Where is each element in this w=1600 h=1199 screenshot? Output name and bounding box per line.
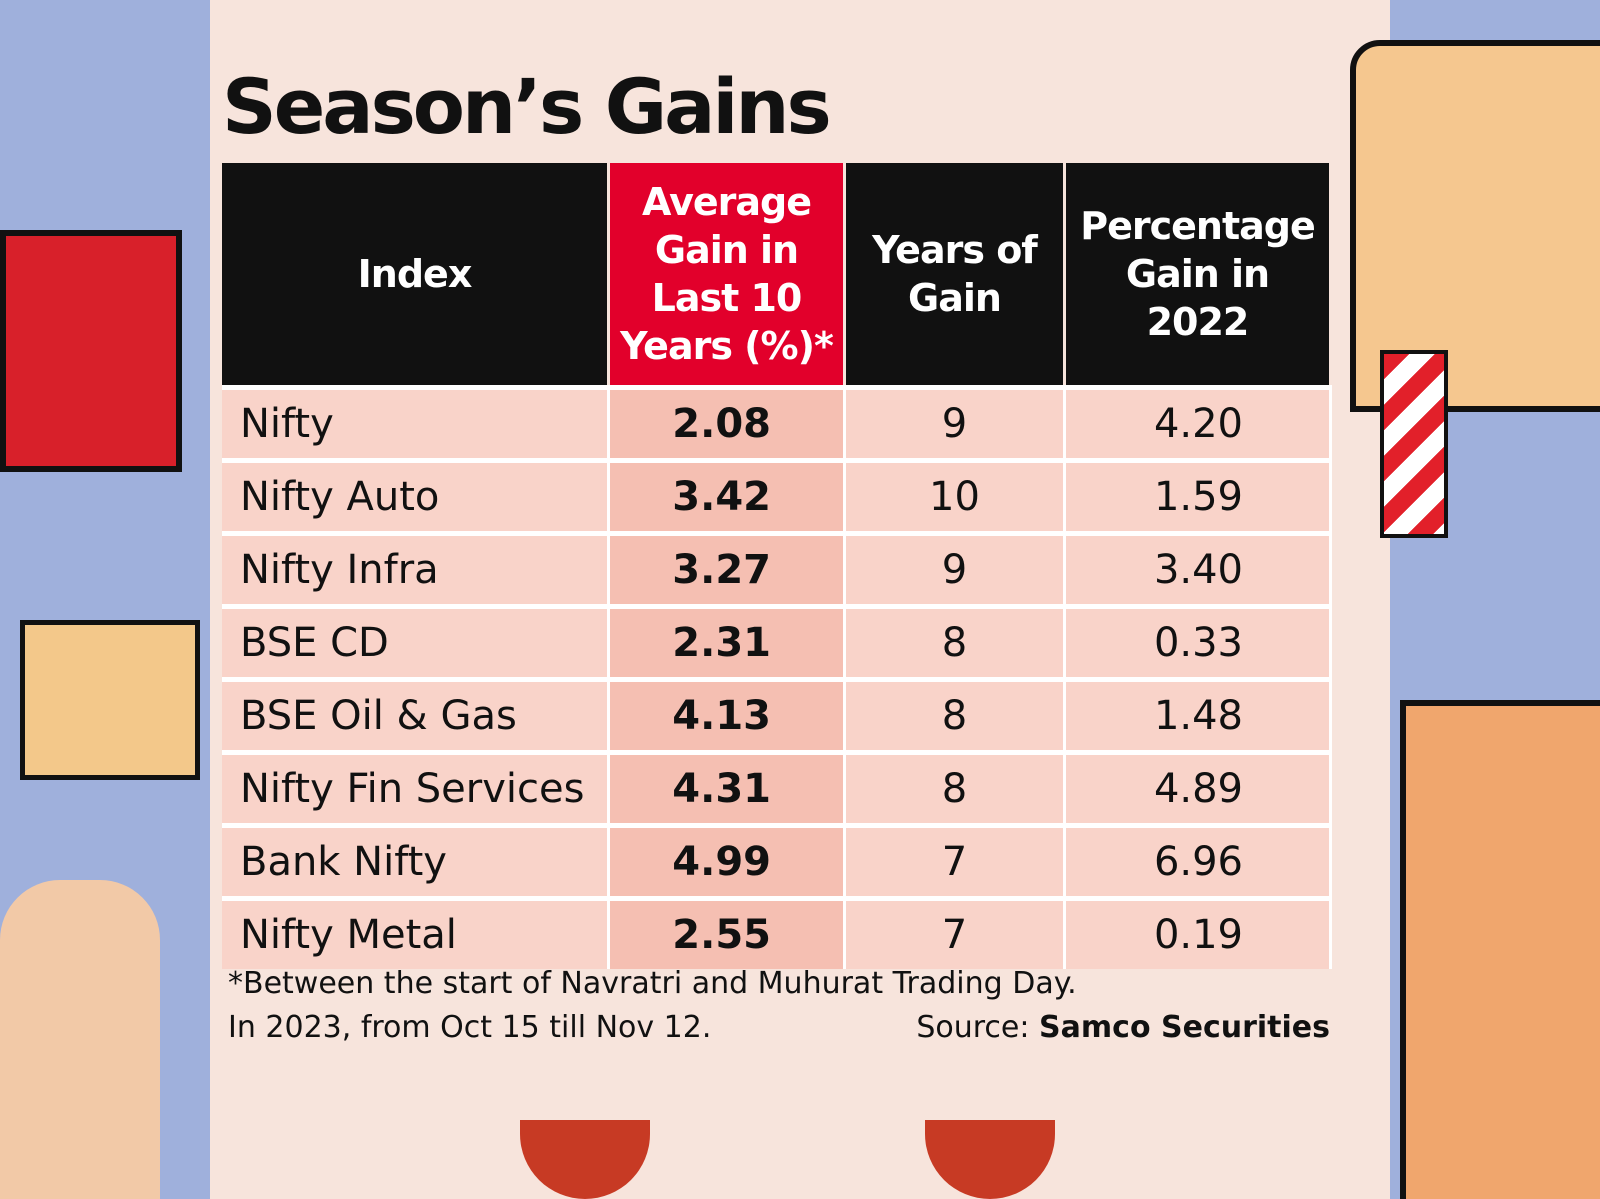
cell-value: 1.59 [1066, 458, 1332, 531]
table-row: Nifty Fin Services 4.31 8 4.89 [222, 750, 1332, 823]
index-name: Nifty [222, 385, 610, 458]
cell-value: 8 [846, 604, 1066, 677]
cell-value: 8 [846, 750, 1066, 823]
footnote: *Between the start of Navratri and Muhur… [228, 966, 1077, 1001]
column [20, 620, 200, 780]
table-row: BSE CD 2.31 8 0.33 [222, 604, 1332, 677]
cartoon-face [0, 880, 160, 1199]
table: Index Average Gain in Last 10 Years (%)* Y… [222, 163, 1332, 969]
rocket [1380, 350, 1448, 538]
column-header: Percentage Gain in 2022 [1066, 163, 1332, 385]
cell-value: 0.19 [1066, 896, 1332, 969]
diya [925, 1120, 1055, 1199]
cell-value: 3.27 [610, 531, 846, 604]
index-name: Nifty Auto [222, 458, 610, 531]
cartoon-face [1400, 700, 1600, 1199]
gift-box [0, 230, 182, 472]
cell-value: 2.55 [610, 896, 846, 969]
source-name: Samco Securities [1039, 1010, 1330, 1045]
cell-value: 3.42 [610, 458, 846, 531]
cell-value: 7 [846, 823, 1066, 896]
table-row: Nifty 2.08 9 4.20 [222, 385, 1332, 458]
column-header: Average Gain in Last 10 Years (%)* [610, 163, 846, 385]
cell-value: 8 [846, 677, 1066, 750]
table-row: Nifty Infra 3.27 9 3.40 [222, 531, 1332, 604]
cell-value: 2.08 [610, 385, 846, 458]
table-row: BSE Oil & Gas 4.13 8 1.48 [222, 677, 1332, 750]
index-name: Nifty Metal [222, 896, 610, 969]
table-row: Bank Nifty 4.99 7 6.96 [222, 823, 1332, 896]
table-body: Nifty 2.08 9 4.20 Nifty Auto 3.42 10 1.59 Nifty … [222, 385, 1332, 969]
cell-value: 10 [846, 458, 1066, 531]
index-name: BSE CD [222, 604, 610, 677]
column-header: Index [222, 163, 610, 385]
cell-value: 4.31 [610, 750, 846, 823]
index-name: BSE Oil & Gas [222, 677, 610, 750]
cell-value: 1.48 [1066, 677, 1332, 750]
cell-value: 4.13 [610, 677, 846, 750]
index-name: Bank Nifty [222, 823, 610, 896]
index-name: Nifty Infra [222, 531, 610, 604]
diya [520, 1120, 650, 1199]
footnote: In 2023, from Oct 15 till Nov 12. [228, 1010, 712, 1045]
cell-value: 4.89 [1066, 750, 1332, 823]
cell-value: 9 [846, 385, 1066, 458]
cell-value: 4.99 [610, 823, 846, 896]
cell-value: 2.31 [610, 604, 846, 677]
source: Source: Samco Securities [916, 1010, 1330, 1045]
cell-value: 0.33 [1066, 604, 1332, 677]
cell-value: 3.40 [1066, 531, 1332, 604]
cell-value: 9 [846, 531, 1066, 604]
source-label: Source: [916, 1010, 1030, 1045]
title: Season’s Gains [222, 62, 832, 151]
table-row: Nifty Auto 3.42 10 1.59 [222, 458, 1332, 531]
column-header: Years of Gain [846, 163, 1066, 385]
index-name: Nifty Fin Services [222, 750, 610, 823]
cell-value: 7 [846, 896, 1066, 969]
cell-value: 6.96 [1066, 823, 1332, 896]
header-row: Index Average Gain in Last 10 Years (%)* Y… [222, 163, 1332, 385]
table-row: Nifty Metal 2.55 7 0.19 [222, 896, 1332, 969]
cell-value: 4.20 [1066, 385, 1332, 458]
